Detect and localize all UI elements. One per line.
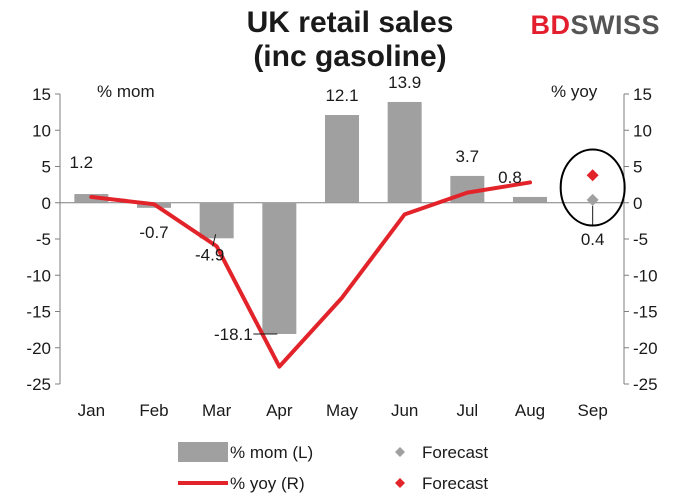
forecast-marker-yoy [586, 169, 599, 182]
left-tick-label: -5 [36, 230, 51, 249]
forecast-data-label: 0.4 [581, 230, 605, 249]
legend-label: Forecast [422, 443, 488, 462]
leader-line-mar [212, 234, 217, 247]
right-tick-label: 15 [633, 85, 652, 104]
bar-mom [513, 196, 547, 203]
right-tick-label: 10 [633, 121, 652, 140]
legend-symbol-diamond [395, 447, 405, 457]
left-axis-unit: % mom [97, 82, 155, 101]
left-tick-label: -10 [26, 266, 51, 285]
x-tick-label: May [326, 401, 359, 420]
right-tick-label: -15 [633, 303, 658, 322]
bar-data-label: 13.9 [388, 73, 421, 92]
bar-data-label: 0.8 [498, 168, 522, 187]
line-yoy [89, 180, 532, 369]
x-tick-label: Jun [391, 401, 418, 420]
left-tick-label: -15 [26, 303, 51, 322]
x-tick-label: Jan [78, 401, 105, 420]
x-tick-label: Jul [456, 401, 478, 420]
left-tick-label: 15 [32, 85, 51, 104]
x-tick-label: Sep [578, 401, 608, 420]
bar-mom [199, 202, 234, 239]
bar-data-label: -4.9 [195, 245, 224, 264]
bar-mom [387, 101, 422, 203]
bar-data-label: 12.1 [325, 86, 358, 105]
forecast-marker-mom [586, 193, 599, 206]
legend-label: % mom (L) [230, 443, 313, 462]
right-tick-label: -5 [633, 230, 648, 249]
bar-mom [325, 115, 359, 203]
right-tick-label: -25 [633, 375, 658, 394]
chart-title-line2: (inc gasoline) [253, 40, 447, 73]
legend-label: % yoy (R) [230, 474, 305, 493]
left-tick-label: 0 [42, 194, 51, 213]
bar-data-label: -0.7 [139, 223, 168, 242]
right-tick-label: 0 [633, 194, 642, 213]
right-axis-unit: % yoy [551, 82, 598, 101]
bar-data-label: 1.2 [70, 153, 94, 172]
bdswiss-logo: BDSWISS [530, 10, 660, 40]
legend-symbol-diamond [395, 478, 405, 488]
forecast-highlight-circle [559, 148, 626, 227]
left-tick-label: 5 [42, 158, 51, 177]
bar-data-label: 3.7 [456, 147, 480, 166]
x-tick-label: Aug [515, 401, 545, 420]
x-tick-label: Feb [139, 401, 168, 420]
left-tick-label: -20 [26, 339, 51, 358]
left-tick-label: 10 [32, 121, 51, 140]
bar-mom [262, 202, 297, 334]
legend-label: Forecast [422, 474, 488, 493]
bar-data-label: -18.1 [214, 325, 253, 344]
right-tick-label: -20 [633, 339, 658, 358]
chart-title-line1: UK retail sales [246, 6, 454, 39]
x-tick-label: Mar [202, 401, 232, 420]
left-tick-label: -25 [26, 375, 51, 394]
x-tick-label: Apr [266, 401, 293, 420]
legend-symbol-bar [178, 442, 228, 462]
right-tick-label: -10 [633, 266, 658, 285]
right-tick-label: 5 [633, 158, 642, 177]
